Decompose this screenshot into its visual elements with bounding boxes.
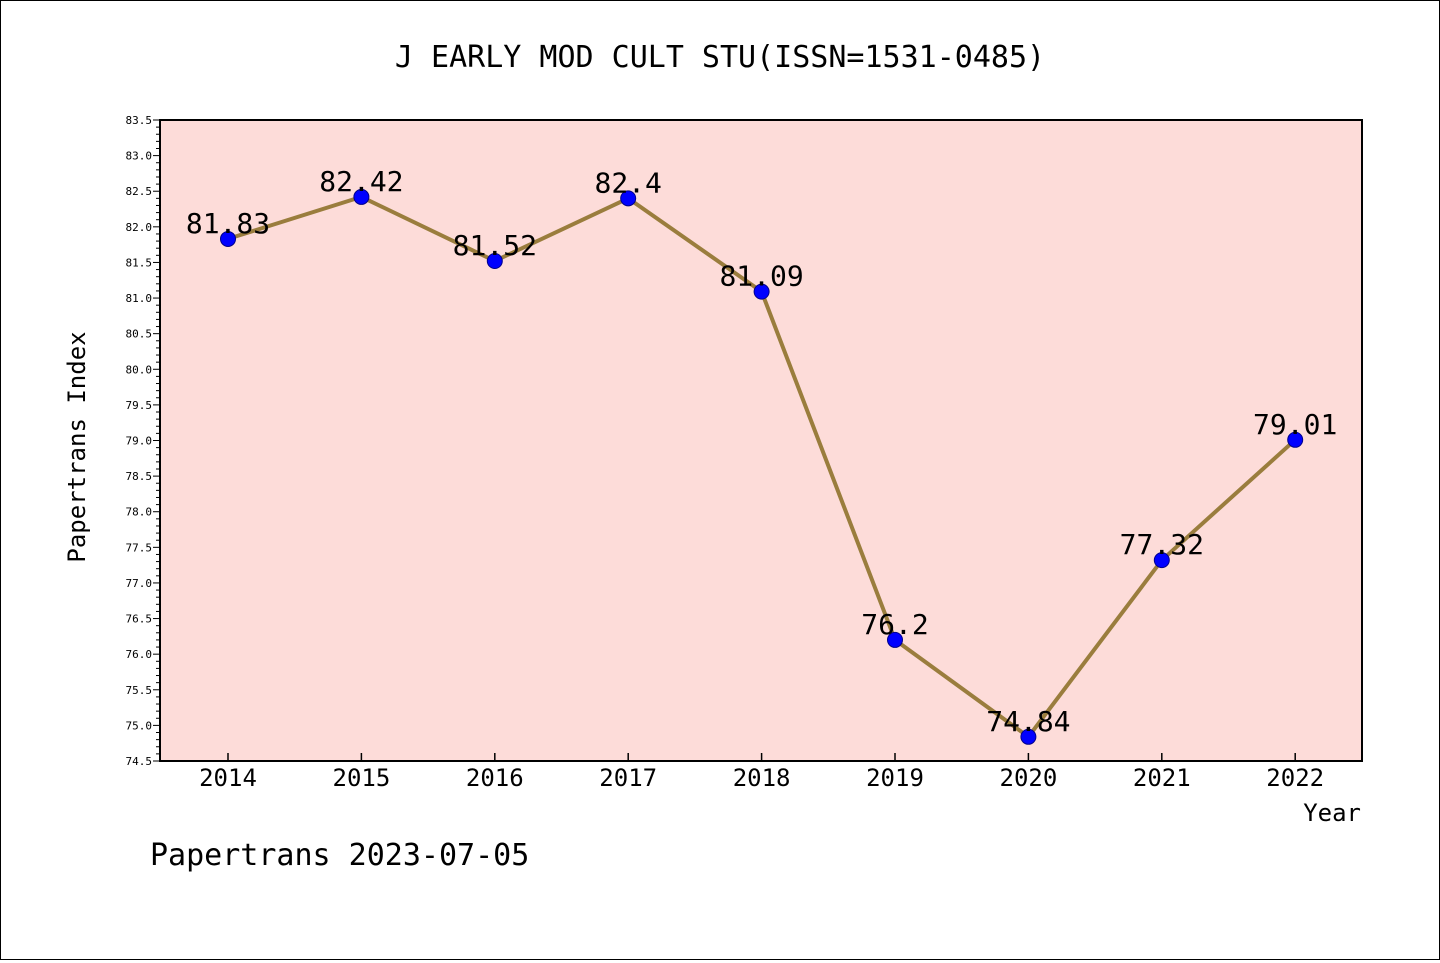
y-tick-label: 81.0 bbox=[126, 292, 153, 305]
data-label: 79.01 bbox=[1253, 408, 1337, 441]
data-point bbox=[1287, 431, 1304, 448]
y-tick-label: 82.0 bbox=[126, 221, 153, 234]
data-label: 77.32 bbox=[1120, 528, 1204, 561]
y-axis: 74.5 75.0 75.5 76.0 76.5 77.0 77.5 78.0 78.5 79.0… bbox=[126, 114, 160, 768]
x-tick-label: 2014 bbox=[199, 764, 257, 792]
data-point bbox=[486, 253, 503, 270]
x-tick-label: 2018 bbox=[733, 764, 791, 792]
data-point bbox=[620, 190, 637, 207]
data-label: 81.83 bbox=[186, 207, 270, 240]
x-tick-label: 2017 bbox=[599, 764, 657, 792]
data-label: 81.09 bbox=[719, 260, 803, 293]
data-label: 81.52 bbox=[453, 229, 537, 262]
y-tick-label: 77.0 bbox=[126, 577, 153, 590]
y-tick-label: 80.5 bbox=[126, 328, 153, 341]
data-point bbox=[753, 283, 770, 300]
y-tick-label: 80.0 bbox=[126, 363, 153, 376]
y-tick-label: 79.0 bbox=[126, 435, 153, 448]
x-tick-label: 2022 bbox=[1266, 764, 1324, 792]
y-tick-label: 83.5 bbox=[126, 114, 153, 127]
y-tick-label: 81.5 bbox=[126, 256, 153, 269]
x-tick-label: 2016 bbox=[466, 764, 524, 792]
x-tick-label: 2021 bbox=[1133, 764, 1191, 792]
data-point bbox=[1153, 552, 1170, 569]
y-tick-label: 78.0 bbox=[126, 506, 153, 519]
y-tick-label: 76.5 bbox=[126, 613, 153, 626]
y-tick-label: 79.5 bbox=[126, 399, 153, 412]
data-label: 74.84 bbox=[986, 705, 1070, 738]
x-tick-label: 2015 bbox=[333, 764, 391, 792]
x-tick-label: 2020 bbox=[1000, 764, 1058, 792]
data-point bbox=[220, 230, 236, 247]
y-tick-label: 77.5 bbox=[126, 541, 153, 554]
y-tick-label: 76.0 bbox=[126, 648, 153, 661]
y-tick-label: 78.5 bbox=[126, 470, 153, 483]
x-axis-label: Year bbox=[1303, 799, 1361, 827]
y-axis-label: Papertrans Index bbox=[63, 331, 91, 562]
data-label: 82.4 bbox=[594, 166, 661, 199]
x-axis: 2014 2015 2016 2017 2018 2019 2020 2021 2022 bbox=[199, 753, 1324, 792]
y-tick-label: 83.0 bbox=[126, 150, 153, 163]
data-label: 76.2 bbox=[861, 608, 928, 641]
y-tick-label: 82.5 bbox=[126, 185, 153, 198]
data-label: 82.42 bbox=[319, 165, 403, 198]
plot-area bbox=[159, 119, 1363, 762]
y-tick-label: 74.5 bbox=[126, 755, 153, 768]
data-point bbox=[353, 188, 370, 205]
footer-text: Papertrans 2023-07-05 bbox=[150, 838, 529, 873]
y-tick-label: 75.0 bbox=[126, 719, 153, 732]
data-point bbox=[1020, 728, 1037, 745]
data-point bbox=[887, 631, 903, 648]
data-points bbox=[220, 188, 1304, 745]
data-labels: 81.83 82.42 81.52 82.4 81.09 76.2 74.84 77.32 79… bbox=[186, 165, 1337, 738]
x-tick-label: 2019 bbox=[866, 764, 924, 792]
y-tick-label: 75.5 bbox=[126, 684, 153, 697]
chart-title: J EARLY MOD CULT STU(ISSN=1531-0485) bbox=[395, 40, 1045, 75]
